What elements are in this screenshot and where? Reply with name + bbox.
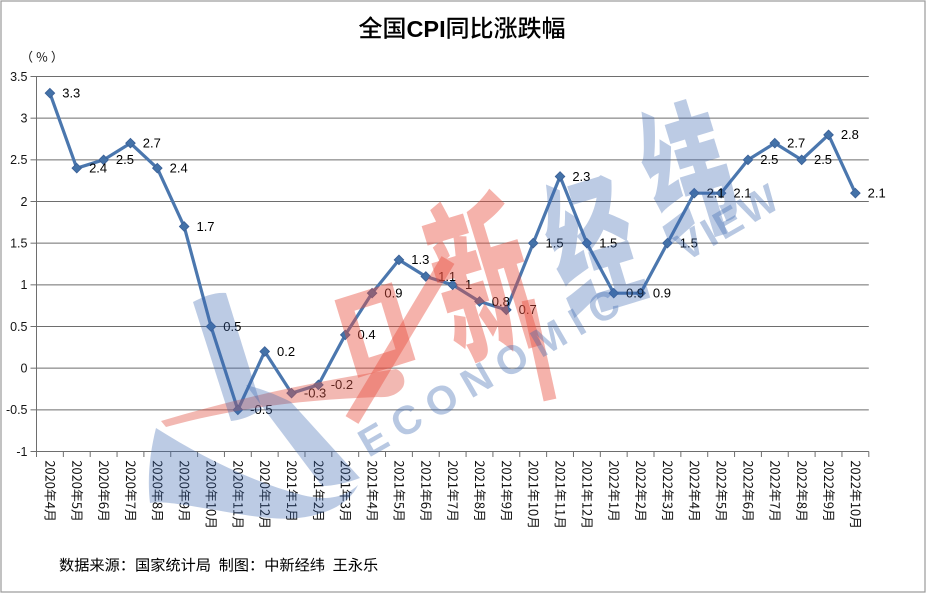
svg-text:1.5: 1.5 bbox=[680, 236, 698, 251]
svg-text:0.9: 0.9 bbox=[384, 286, 402, 301]
svg-text:2.5: 2.5 bbox=[116, 152, 134, 167]
svg-text:2.7: 2.7 bbox=[787, 136, 805, 151]
svg-text:-0.2: -0.2 bbox=[331, 377, 353, 392]
svg-text:-1: -1 bbox=[16, 445, 27, 459]
svg-text:2.7: 2.7 bbox=[143, 136, 161, 151]
svg-text:1.3: 1.3 bbox=[411, 252, 429, 267]
svg-text:1: 1 bbox=[21, 278, 28, 292]
svg-text:2.8: 2.8 bbox=[841, 127, 859, 142]
svg-text:CPI: CPI bbox=[406, 16, 445, 42]
svg-text:2.3: 2.3 bbox=[572, 169, 590, 184]
svg-text:1.5: 1.5 bbox=[10, 236, 27, 250]
svg-text:0.5: 0.5 bbox=[223, 319, 241, 334]
svg-text:2.4: 2.4 bbox=[170, 161, 188, 176]
svg-text:1.7: 1.7 bbox=[196, 219, 214, 234]
svg-text:2: 2 bbox=[21, 195, 28, 209]
svg-text:2.1: 2.1 bbox=[868, 186, 886, 201]
svg-text:3.3: 3.3 bbox=[62, 86, 80, 101]
svg-text:0.2: 0.2 bbox=[277, 344, 295, 359]
svg-text:2.5: 2.5 bbox=[10, 153, 27, 167]
svg-text:2.1: 2.1 bbox=[733, 186, 751, 201]
svg-text:2.5: 2.5 bbox=[814, 152, 832, 167]
svg-text:0.4: 0.4 bbox=[358, 327, 376, 342]
svg-text:3: 3 bbox=[21, 111, 28, 125]
svg-text:2.5: 2.5 bbox=[760, 152, 778, 167]
svg-text:-0.5: -0.5 bbox=[250, 402, 272, 417]
svg-text:2.4: 2.4 bbox=[89, 161, 107, 176]
svg-text:0.9: 0.9 bbox=[653, 286, 671, 301]
svg-text:-0.5: -0.5 bbox=[6, 403, 28, 417]
svg-text:-0.3: -0.3 bbox=[304, 386, 326, 401]
svg-text:0.5: 0.5 bbox=[10, 320, 27, 334]
svg-text:0: 0 bbox=[21, 361, 28, 375]
svg-text:3.5: 3.5 bbox=[10, 70, 27, 84]
